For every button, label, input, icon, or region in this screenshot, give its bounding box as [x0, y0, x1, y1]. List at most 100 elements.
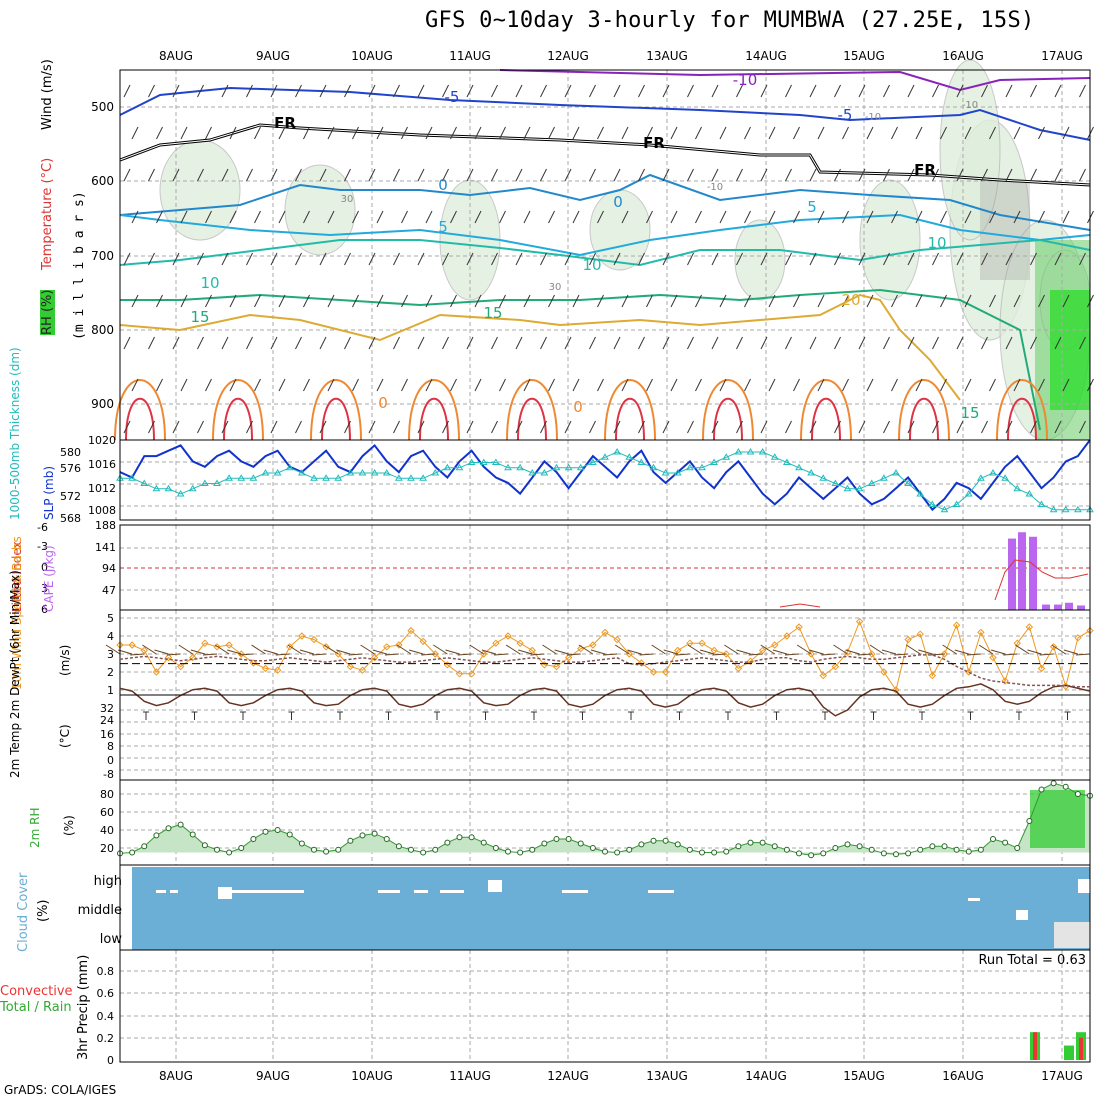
thickness-point — [1037, 500, 1046, 507]
wind-barb-10m — [214, 644, 230, 655]
wind-barb — [246, 168, 253, 182]
wind-barb — [442, 252, 449, 266]
wind-barb — [711, 168, 719, 182]
wind-barb — [523, 378, 531, 392]
precip-tick-label: 0.2 — [97, 1032, 115, 1045]
wind-speed-point — [1025, 623, 1034, 631]
hot-contour — [517, 397, 547, 441]
thickness-point — [297, 469, 306, 476]
wind-barb — [613, 252, 621, 266]
wind-barb — [450, 294, 457, 308]
contour-label: 30 — [549, 282, 562, 293]
wind-speed-point — [201, 639, 209, 647]
wind-barb — [1062, 126, 1070, 140]
wind-barb — [180, 126, 188, 140]
wind-speed-point — [746, 657, 755, 665]
wind-barb — [466, 336, 474, 350]
rh-point — [395, 843, 402, 850]
wind-barb — [1079, 252, 1086, 266]
wind-barb — [1013, 126, 1021, 140]
wind-barb-10m — [712, 653, 727, 656]
wind-barb — [597, 378, 604, 392]
wind-barb — [597, 210, 604, 224]
wind-speed-point — [552, 662, 561, 671]
thickness-point — [855, 484, 864, 492]
wind-barb — [278, 210, 286, 224]
rh-shade — [939, 59, 1001, 241]
rh-point — [238, 845, 245, 851]
wind-barb — [295, 336, 302, 350]
wind-barb — [793, 126, 800, 140]
bottom-date-label: 17AUG — [1041, 1069, 1083, 1083]
wind-barb — [646, 378, 653, 392]
wind-barb — [197, 84, 204, 98]
temp-unit: (°C) — [58, 724, 72, 748]
wind-barb — [548, 126, 555, 140]
wind-speed-point — [952, 621, 961, 629]
wind-barb — [246, 84, 253, 98]
cloud-background — [132, 867, 1090, 950]
contour-label: -10 — [707, 182, 723, 193]
cloud-cell — [1078, 879, 1090, 893]
wind-barb — [785, 420, 792, 434]
isotherm-minus10 — [499, 69, 1091, 92]
cape-bar — [1054, 604, 1062, 610]
isotherm-20 — [119, 293, 961, 401]
thickness-point — [455, 463, 464, 471]
wind-barb — [842, 294, 849, 308]
rh-point — [480, 839, 487, 846]
grads-credit: GrADS: COLA/IGES — [4, 1083, 117, 1097]
wind-barb — [131, 210, 139, 224]
rh-point — [723, 848, 730, 855]
wind-barb-10m — [578, 644, 594, 655]
wind-barb — [695, 210, 702, 224]
wind-barb — [940, 126, 947, 140]
wind-barb — [793, 294, 800, 308]
thickness-point — [940, 505, 949, 513]
dewpoint-line — [119, 654, 1090, 688]
wind-barb — [981, 84, 988, 98]
wind-barb — [131, 294, 139, 308]
wind-barb — [246, 336, 253, 350]
thickness-point — [431, 469, 440, 476]
wind-barb — [1079, 84, 1086, 98]
wind-barb-10m — [966, 653, 981, 656]
cloud-cell — [218, 887, 232, 899]
wind-barb — [221, 252, 229, 266]
wind-barb-10m — [918, 649, 933, 655]
cape-tick-label: 94 — [102, 562, 116, 575]
precip-total-bar — [1064, 1045, 1074, 1060]
isotherm-10 — [119, 238, 1091, 267]
wind-barb — [450, 126, 457, 140]
wind-barb — [572, 294, 580, 308]
rh-unit: (%) — [62, 815, 76, 836]
wind-speed-point — [855, 617, 864, 626]
wind-barb — [425, 210, 433, 224]
wind-speed-point — [164, 653, 173, 662]
warm-contour — [604, 379, 656, 441]
wind-speed-point — [455, 670, 464, 678]
isotherm-15 — [120, 288, 1041, 431]
wind-barb-10m — [457, 653, 472, 656]
wind-barb-10m — [263, 649, 278, 655]
wind-barb-10m — [639, 653, 654, 656]
wind-barb — [270, 168, 278, 182]
wind-barb — [858, 168, 866, 182]
wind-barb — [834, 420, 841, 434]
wind-speed-point — [322, 643, 330, 651]
wind-barb — [205, 378, 212, 392]
precip-tick-label: 0 — [107, 1054, 114, 1067]
cloud-level-low: low — [100, 932, 123, 947]
thickness-point — [540, 469, 549, 476]
thickness-point — [394, 474, 403, 481]
thickness-point — [625, 453, 634, 460]
wind-barb-10m — [845, 649, 860, 655]
wind-speed-point — [128, 641, 136, 649]
hot-contour — [125, 397, 155, 441]
thickness-point — [443, 463, 452, 471]
wind-speed-point — [1001, 677, 1009, 685]
wind-barb — [180, 210, 188, 224]
wind-barb — [572, 210, 580, 224]
rh-point — [905, 850, 912, 857]
wind-barb — [156, 210, 163, 224]
